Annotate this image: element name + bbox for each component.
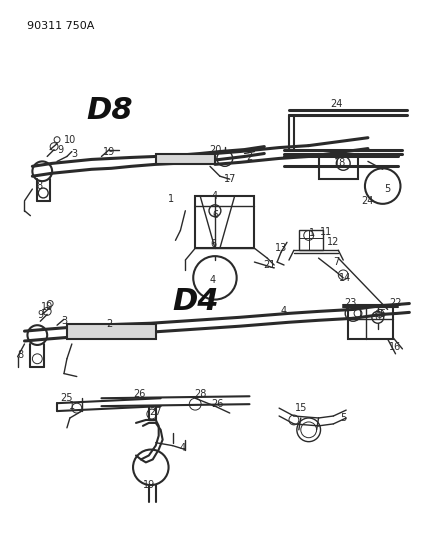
Text: 1: 1 <box>168 194 173 204</box>
Text: 2: 2 <box>106 319 113 329</box>
Text: 22: 22 <box>389 297 402 308</box>
Text: 19: 19 <box>143 480 155 490</box>
Text: 10: 10 <box>64 135 76 144</box>
Text: 6: 6 <box>375 312 381 322</box>
Text: 4: 4 <box>281 306 287 317</box>
Text: 1: 1 <box>69 401 75 411</box>
Text: 23: 23 <box>344 297 356 308</box>
Text: 4: 4 <box>212 191 218 201</box>
Text: 9: 9 <box>37 310 43 320</box>
Text: 12: 12 <box>327 237 340 247</box>
Text: 19: 19 <box>103 147 116 157</box>
Text: 9: 9 <box>57 144 63 155</box>
Text: 7: 7 <box>333 257 339 267</box>
Text: 5: 5 <box>340 413 346 423</box>
Text: 26: 26 <box>212 399 224 409</box>
Text: 20: 20 <box>209 144 221 155</box>
Text: 8: 8 <box>36 181 42 191</box>
Text: 5: 5 <box>384 184 391 194</box>
Text: 6: 6 <box>210 239 216 249</box>
Text: D4: D4 <box>172 287 219 316</box>
Text: 2: 2 <box>246 152 253 163</box>
Text: 8: 8 <box>17 350 24 360</box>
Text: 18: 18 <box>334 158 346 168</box>
Text: 24: 24 <box>362 196 374 206</box>
Polygon shape <box>67 324 156 339</box>
Text: 4: 4 <box>179 442 185 453</box>
Text: 14: 14 <box>339 273 352 283</box>
Text: 15: 15 <box>295 403 307 413</box>
Text: 1: 1 <box>308 229 315 238</box>
Text: 11: 11 <box>320 228 333 238</box>
Polygon shape <box>156 154 215 164</box>
Text: 10: 10 <box>41 302 53 312</box>
Text: 16: 16 <box>390 342 402 352</box>
Text: 28: 28 <box>194 389 206 399</box>
Text: 3: 3 <box>61 316 67 326</box>
Text: 21: 21 <box>263 260 276 270</box>
Text: 90311 750A: 90311 750A <box>27 21 95 31</box>
Text: D8: D8 <box>86 95 133 125</box>
Text: 13: 13 <box>275 243 287 253</box>
Text: 6: 6 <box>212 209 218 220</box>
Text: 25: 25 <box>61 393 73 403</box>
Text: 5: 5 <box>379 309 386 319</box>
Text: 3: 3 <box>72 149 78 158</box>
Text: 24: 24 <box>330 99 343 109</box>
Text: 4: 4 <box>210 275 216 285</box>
Text: 17: 17 <box>224 174 236 184</box>
Text: 26: 26 <box>133 389 145 399</box>
Text: 27: 27 <box>149 407 162 417</box>
